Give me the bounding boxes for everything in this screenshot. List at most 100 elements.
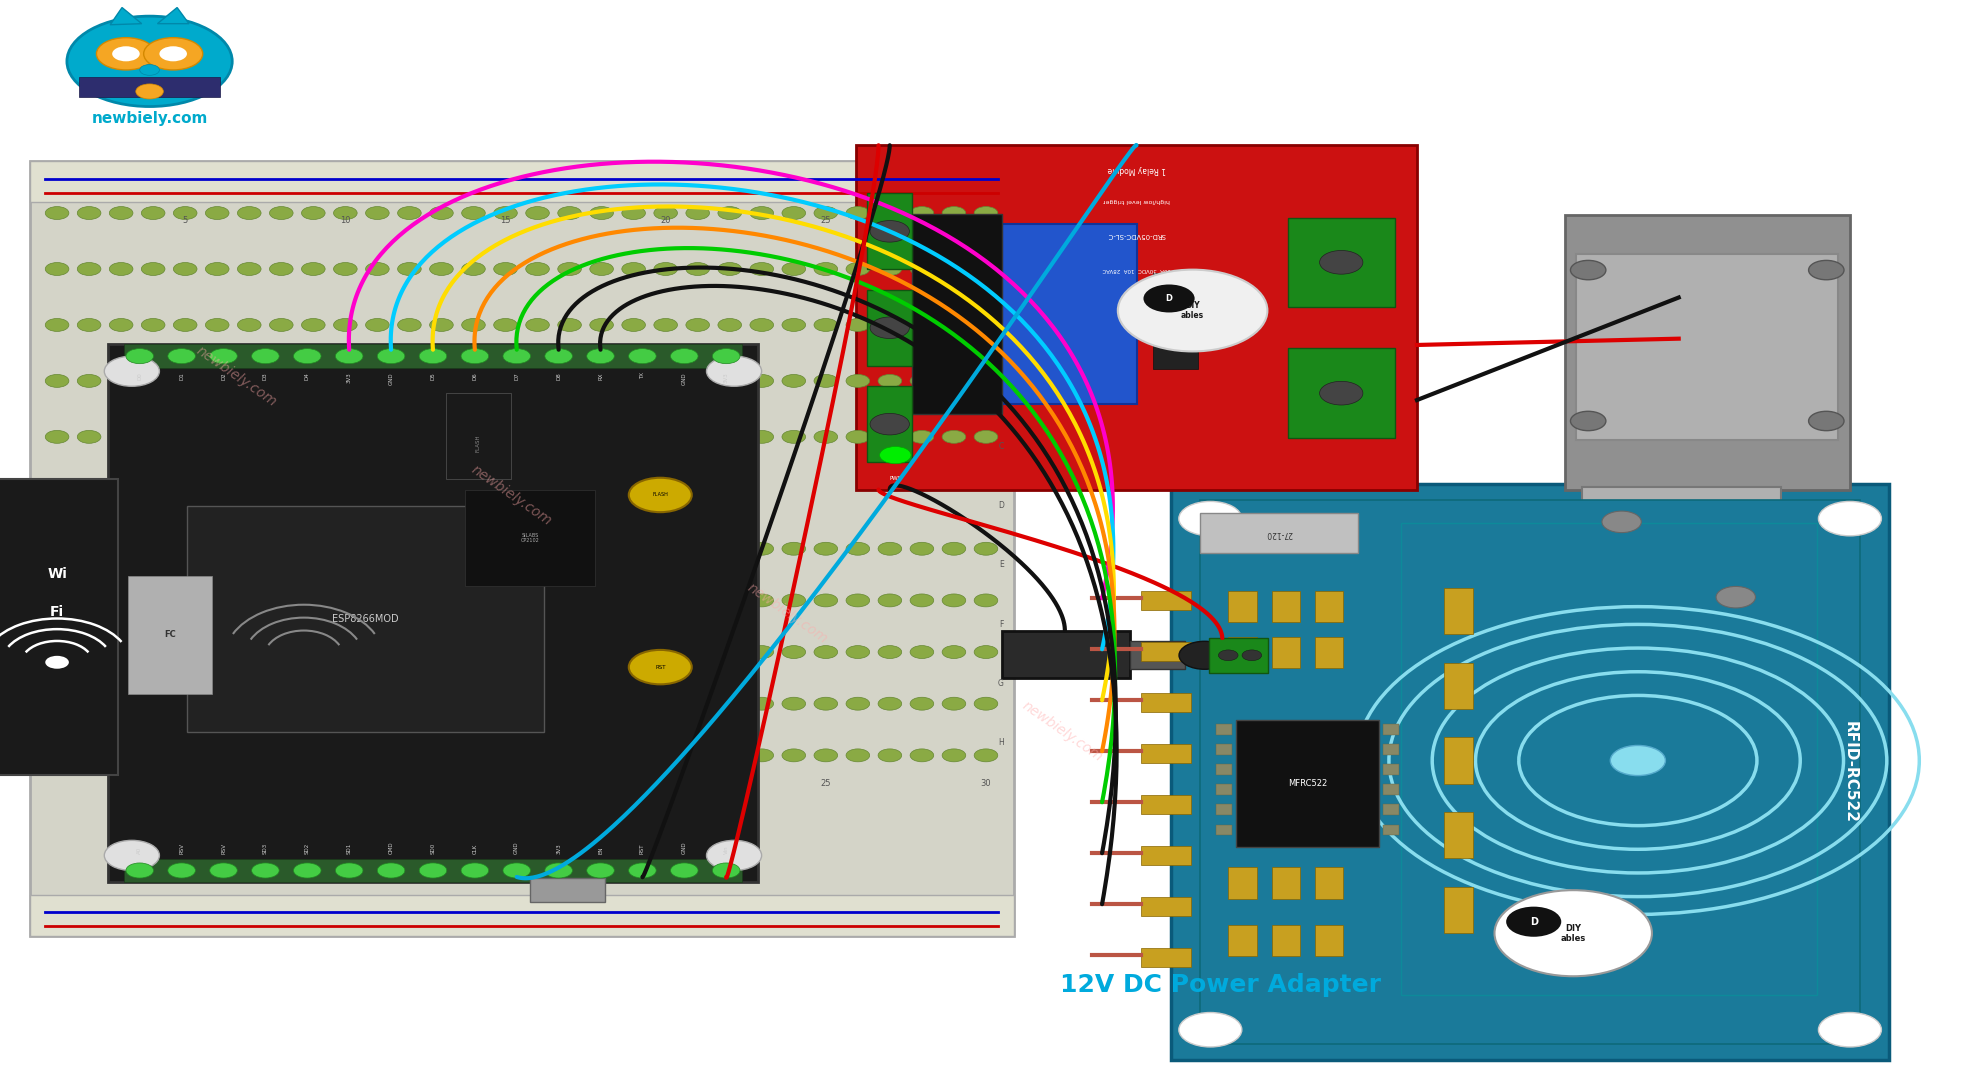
Circle shape bbox=[429, 374, 453, 387]
Bar bbox=[1236, 720, 1380, 847]
Circle shape bbox=[590, 646, 614, 659]
Circle shape bbox=[301, 207, 325, 220]
Circle shape bbox=[398, 430, 421, 443]
Text: D: D bbox=[1529, 917, 1537, 926]
Circle shape bbox=[590, 318, 614, 331]
Bar bbox=[128, 576, 213, 694]
Bar bbox=[868, 289, 911, 366]
Circle shape bbox=[653, 646, 677, 659]
Text: D8: D8 bbox=[557, 372, 561, 380]
Circle shape bbox=[878, 263, 901, 275]
Text: SD3: SD3 bbox=[264, 844, 268, 854]
Text: TX: TX bbox=[640, 372, 646, 380]
Circle shape bbox=[846, 646, 870, 659]
Circle shape bbox=[557, 318, 581, 331]
Circle shape bbox=[781, 207, 805, 220]
Circle shape bbox=[622, 594, 646, 607]
Circle shape bbox=[205, 263, 228, 275]
Circle shape bbox=[67, 16, 232, 107]
Bar bbox=[1228, 867, 1258, 898]
Circle shape bbox=[653, 542, 677, 555]
Circle shape bbox=[1809, 411, 1844, 430]
Circle shape bbox=[630, 650, 693, 684]
Circle shape bbox=[398, 263, 421, 275]
Circle shape bbox=[628, 863, 655, 878]
Circle shape bbox=[557, 749, 581, 762]
Circle shape bbox=[333, 697, 356, 710]
Circle shape bbox=[687, 430, 710, 443]
Text: PWR: PWR bbox=[890, 476, 901, 481]
Circle shape bbox=[750, 263, 773, 275]
Text: newbiely.com: newbiely.com bbox=[193, 343, 279, 410]
Circle shape bbox=[622, 697, 646, 710]
Text: D3: D3 bbox=[264, 372, 268, 380]
Circle shape bbox=[301, 542, 325, 555]
Circle shape bbox=[142, 542, 165, 555]
Bar bbox=[911, 214, 1002, 414]
Circle shape bbox=[909, 318, 933, 331]
Circle shape bbox=[142, 749, 165, 762]
Text: GND: GND bbox=[514, 841, 520, 854]
Circle shape bbox=[333, 207, 356, 220]
Circle shape bbox=[462, 207, 486, 220]
Circle shape bbox=[110, 207, 134, 220]
Circle shape bbox=[301, 374, 325, 387]
Circle shape bbox=[205, 697, 228, 710]
Circle shape bbox=[293, 349, 321, 364]
Circle shape bbox=[630, 478, 693, 512]
Bar bbox=[1401, 523, 1818, 995]
Circle shape bbox=[590, 594, 614, 607]
Text: 20: 20 bbox=[661, 779, 671, 788]
Text: SD0: SD0 bbox=[431, 844, 435, 854]
Circle shape bbox=[525, 697, 549, 710]
Circle shape bbox=[622, 749, 646, 762]
Polygon shape bbox=[110, 8, 142, 25]
Circle shape bbox=[815, 646, 838, 659]
Circle shape bbox=[870, 413, 909, 435]
Circle shape bbox=[846, 697, 870, 710]
Circle shape bbox=[398, 749, 421, 762]
Circle shape bbox=[707, 356, 762, 386]
Circle shape bbox=[622, 430, 646, 443]
Circle shape bbox=[77, 374, 100, 387]
Circle shape bbox=[238, 430, 262, 443]
Text: 25: 25 bbox=[821, 779, 830, 788]
Circle shape bbox=[110, 594, 134, 607]
Circle shape bbox=[718, 207, 742, 220]
Circle shape bbox=[461, 349, 488, 364]
Circle shape bbox=[494, 594, 518, 607]
Circle shape bbox=[870, 317, 909, 339]
Text: D0: D0 bbox=[138, 372, 142, 380]
Circle shape bbox=[974, 207, 998, 220]
Text: newbiely.com: newbiely.com bbox=[468, 462, 555, 528]
Text: SD2: SD2 bbox=[305, 844, 309, 854]
Circle shape bbox=[718, 542, 742, 555]
Circle shape bbox=[398, 646, 421, 659]
Circle shape bbox=[974, 263, 998, 275]
Circle shape bbox=[1818, 1013, 1881, 1047]
Circle shape bbox=[653, 374, 677, 387]
Bar bbox=[1153, 272, 1199, 369]
Circle shape bbox=[909, 594, 933, 607]
Circle shape bbox=[590, 374, 614, 387]
Text: 3V3: 3V3 bbox=[724, 372, 728, 383]
Circle shape bbox=[378, 349, 405, 364]
Bar bbox=[1228, 637, 1258, 668]
Circle shape bbox=[1179, 501, 1242, 536]
Bar bbox=[447, 393, 512, 479]
Circle shape bbox=[557, 697, 581, 710]
Bar bbox=[1130, 641, 1185, 669]
Circle shape bbox=[142, 430, 165, 443]
Circle shape bbox=[335, 349, 362, 364]
Bar bbox=[1141, 693, 1191, 712]
Circle shape bbox=[653, 430, 677, 443]
Bar bbox=[1384, 724, 1399, 735]
Circle shape bbox=[622, 318, 646, 331]
Circle shape bbox=[140, 65, 159, 75]
Bar bbox=[531, 878, 606, 902]
Circle shape bbox=[270, 374, 293, 387]
Circle shape bbox=[462, 430, 486, 443]
Bar bbox=[124, 344, 742, 368]
Circle shape bbox=[238, 318, 262, 331]
Circle shape bbox=[671, 863, 699, 878]
